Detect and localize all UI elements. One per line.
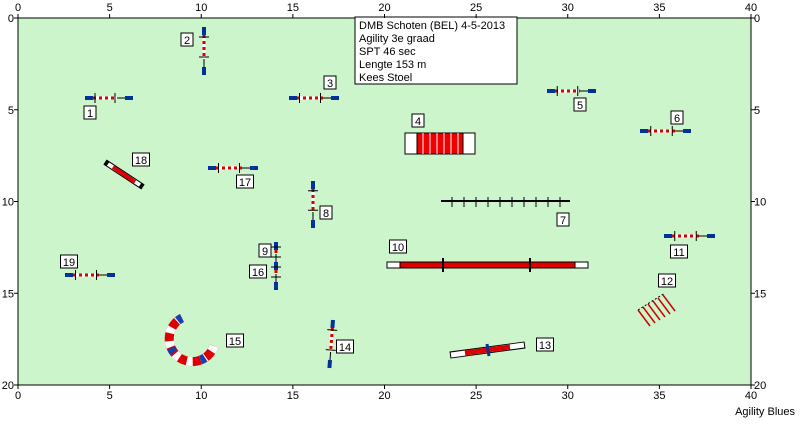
y-tick-label: 15 (754, 288, 766, 300)
y-tick-label: 10 (2, 197, 14, 209)
obstacle-label-box (180, 32, 194, 47)
obstacle-label-box (236, 174, 254, 189)
x-tick-label: 25 (470, 390, 482, 402)
obstacle-label-box (83, 105, 97, 120)
obstacle-label-box (132, 152, 150, 167)
curved-tunnel (164, 313, 219, 367)
footer: Agility Blues (735, 406, 795, 418)
obstacle-label: 7 (560, 215, 566, 227)
x-tick-label: 0 (15, 390, 21, 402)
jump-bar (329, 327, 334, 353)
obstacle-label-box (258, 243, 272, 258)
x-tick-label: 5 (107, 390, 113, 402)
obstacle-label: 11 (673, 247, 684, 259)
weave-pole (657, 297, 671, 315)
x-tick-label: 20 (378, 2, 390, 14)
x-tick-label: 10 (195, 2, 207, 14)
obstacle-label: 3 (327, 78, 333, 90)
obstacle-label: 16 (252, 267, 264, 279)
obstacle-label: 17 (239, 177, 251, 189)
x-tick-label: 35 (653, 2, 665, 14)
obstacle-label: 2 (184, 35, 190, 47)
obstacle-label-box (670, 110, 684, 125)
y-tick-label: 20 (2, 380, 14, 392)
x-tick-label: 0 (15, 2, 21, 14)
obstacle-label: 4 (415, 116, 421, 128)
x-tick-label: 5 (107, 2, 113, 14)
jump-post (325, 349, 336, 351)
obstacle-label-box (536, 337, 554, 352)
obstacle-label-box (60, 254, 78, 269)
weave-pole (637, 309, 651, 327)
y-tick-label: 20 (754, 380, 766, 392)
obstacle-label: 12 (661, 276, 673, 288)
obstacle-label-box (411, 113, 425, 128)
info-line: Lengte 153 m (359, 59, 426, 71)
x-tick-label: 25 (470, 2, 482, 14)
obstacle-label: 14 (339, 342, 351, 354)
y-tick-label: 0 (8, 13, 14, 25)
info-line: DMB Schoten (BEL) 4-5-2013 (359, 20, 505, 32)
obstacle-label-box (323, 75, 337, 90)
obstacle-label-box (658, 273, 676, 288)
obstacle-label-box (573, 97, 587, 112)
y-tick-label: 10 (754, 197, 766, 209)
info-line: Kees Stoel (359, 72, 412, 84)
weave-pole (652, 300, 666, 318)
x-tick-label: 20 (378, 390, 390, 402)
obstacle-label-box (389, 239, 407, 254)
obstacle-label: 18 (135, 155, 147, 167)
jump-wing (327, 359, 332, 369)
jump-wing (330, 319, 335, 329)
x-tick-label: 35 (653, 390, 665, 402)
weave-pole (662, 294, 676, 312)
obstacle-label: 15 (229, 336, 241, 348)
weave-base (637, 292, 666, 311)
obstacle-label: 1 (87, 108, 93, 120)
x-tick-label: 15 (287, 390, 299, 402)
obstacle-label: 19 (63, 257, 75, 269)
obstacle-label: 10 (392, 242, 404, 254)
obstacle-label: 6 (674, 113, 680, 125)
y-tick-label: 15 (2, 288, 14, 300)
obstacle-label-box (556, 212, 570, 227)
jump-post (327, 329, 338, 331)
y-tick-label: 5 (8, 105, 14, 117)
x-tick-label: 40 (745, 390, 757, 402)
x-tick-label: 40 (745, 2, 757, 14)
obstacle-label-box (336, 339, 354, 354)
x-tick-label: 30 (562, 390, 574, 402)
x-tick-label: 10 (195, 390, 207, 402)
obstacle-label: 13 (539, 340, 551, 352)
info-box (354, 16, 518, 85)
info-line: SPT 46 sec (359, 46, 416, 58)
x-tick-label: 30 (562, 2, 574, 14)
weave-pole (647, 303, 661, 321)
obstacle-label-box (319, 205, 333, 220)
tunnel (416, 132, 464, 155)
obstacle-label: 5 (577, 100, 583, 112)
y-tick-label: 5 (754, 105, 760, 117)
obstacle-label-box (249, 264, 267, 279)
y-tick-label: 0 (754, 13, 760, 25)
weave-pole (642, 306, 656, 324)
obstacle-label-box (226, 333, 244, 348)
tire (111, 165, 137, 184)
info-line: Agility 3e graad (359, 33, 435, 45)
obstacle-label: 8 (323, 208, 329, 220)
dogwalk (399, 261, 576, 269)
obstacle-label: 9 (262, 246, 268, 258)
x-tick-label: 15 (287, 2, 299, 14)
seesaw-pivot (485, 343, 491, 357)
obstacle-label-box (670, 244, 688, 259)
